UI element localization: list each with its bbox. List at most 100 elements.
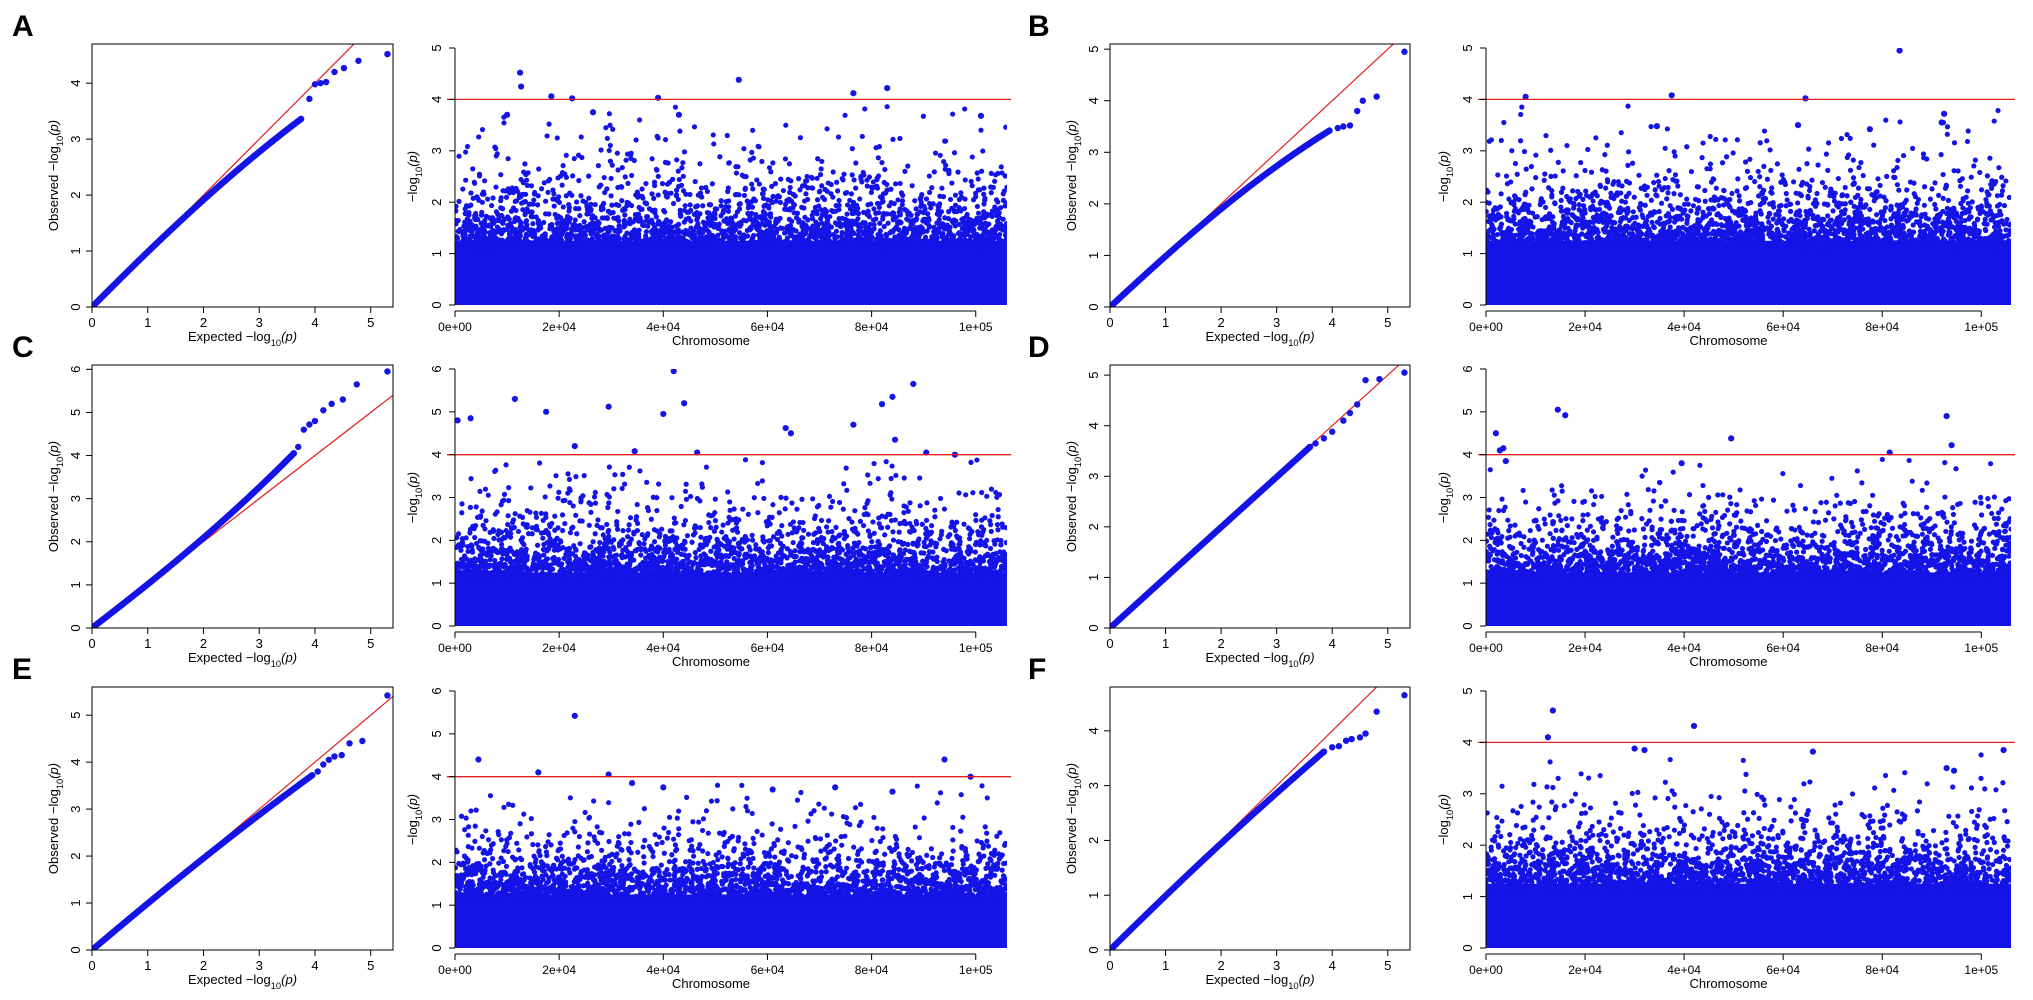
qq-x-tick-label: 4 xyxy=(311,315,318,330)
manhattan-point xyxy=(913,206,919,212)
manhattan-point xyxy=(945,231,952,238)
manhattan-top-point xyxy=(589,109,597,116)
manhattan-point xyxy=(508,221,514,227)
qq-y-tick-label: 4 xyxy=(1086,97,1101,104)
manhattan-point xyxy=(569,192,575,198)
manhattan-point xyxy=(582,232,588,238)
manhattan-point xyxy=(677,128,683,134)
manhattan-point xyxy=(1714,221,1720,227)
manhattan-point xyxy=(636,215,643,221)
manhattan-point xyxy=(691,124,698,130)
manhattan-point xyxy=(1825,213,1831,219)
manhattan-point xyxy=(554,135,560,141)
manhattan-point xyxy=(856,227,862,234)
manhattan-point xyxy=(819,235,825,242)
manhattan-point xyxy=(886,203,892,209)
manhattan-point xyxy=(1846,214,1852,221)
manhattan-point xyxy=(694,203,701,209)
manhattan-point xyxy=(598,204,604,210)
manhattan-point xyxy=(607,226,613,232)
manhattan-point xyxy=(1889,225,1895,231)
manhattan-point xyxy=(631,157,637,164)
manhattan-point xyxy=(765,203,772,209)
manhattan-point xyxy=(980,232,986,238)
qq-y-label: Observed −log10(p) xyxy=(46,120,65,231)
manhattan-point xyxy=(820,226,826,232)
qq-point xyxy=(311,81,319,88)
manhattan-point xyxy=(1999,174,2005,180)
manhattan-point xyxy=(931,229,937,235)
manhattan-dense-band xyxy=(455,240,1007,305)
manhattan-point xyxy=(1810,212,1816,218)
manhattan-point xyxy=(609,202,615,208)
manhattan-point xyxy=(874,177,880,183)
manhattan-point xyxy=(685,231,691,237)
manhattan-point xyxy=(1848,199,1854,205)
manhattan-x-label: Chromosome xyxy=(672,333,750,348)
manhattan-point xyxy=(1825,167,1831,173)
manhattan-point xyxy=(605,208,612,214)
manhattan-point xyxy=(787,206,793,212)
manhattan-point xyxy=(1900,224,1907,231)
manhattan-point xyxy=(610,241,616,248)
manhattan-point xyxy=(1877,182,1883,189)
manhattan-point xyxy=(942,138,948,144)
manhattan-point xyxy=(834,179,840,185)
manhattan-point xyxy=(805,217,811,223)
manhattan-point xyxy=(885,220,891,226)
manhattan-point xyxy=(966,228,972,234)
manhattan-point xyxy=(1929,186,1935,192)
manhattan-point xyxy=(1855,205,1861,211)
manhattan-point xyxy=(565,232,571,238)
manhattan-point xyxy=(923,196,930,202)
manhattan-point xyxy=(1650,223,1657,230)
manhattan-point xyxy=(571,155,577,162)
qq-point xyxy=(340,64,348,72)
manhattan-point xyxy=(1526,202,1532,208)
manhattan-point xyxy=(500,188,506,194)
manhattan-point xyxy=(803,191,809,197)
manhattan-point xyxy=(692,232,698,238)
manhattan-point xyxy=(559,242,565,248)
manhattan-point xyxy=(601,174,607,181)
manhattan-point xyxy=(479,126,486,133)
manhattan-point xyxy=(1923,215,1929,221)
manhattan-point xyxy=(489,215,495,222)
manhattan-point xyxy=(678,212,684,219)
manhattan-point xyxy=(772,181,779,187)
manhattan-point xyxy=(1003,244,1007,250)
manhattan-point xyxy=(818,242,824,248)
manhattan-point xyxy=(668,224,674,230)
manhattan-point xyxy=(753,211,759,218)
manhattan-point xyxy=(749,149,755,155)
manhattan-point xyxy=(974,215,980,221)
manhattan-point xyxy=(1588,169,1595,175)
manhattan-point xyxy=(985,229,992,235)
manhattan-point xyxy=(853,160,859,166)
manhattan-point xyxy=(627,216,633,222)
manhattan-point xyxy=(1730,150,1736,156)
manhattan-point xyxy=(909,183,915,189)
manhattan-point xyxy=(462,232,468,238)
manhattan-point xyxy=(552,234,558,240)
manhattan-point xyxy=(455,244,460,250)
manhattan-point xyxy=(873,210,879,216)
manhattan-point xyxy=(1523,166,1529,172)
manhattan-point xyxy=(616,202,622,209)
manhattan-point xyxy=(668,237,674,243)
manhattan-point xyxy=(1630,209,1636,215)
manhattan-top-point xyxy=(516,69,524,76)
manhattan-point xyxy=(670,200,677,207)
manhattan-x-tick-label: 0e+00 xyxy=(438,320,472,334)
manhattan-point xyxy=(1585,146,1591,153)
manhattan-point xyxy=(908,234,914,241)
manhattan-point xyxy=(661,207,667,214)
manhattan-point xyxy=(990,231,996,237)
manhattan-point xyxy=(1736,193,1742,199)
manhattan-point xyxy=(750,232,757,239)
manhattan-point xyxy=(845,244,851,250)
manhattan-point xyxy=(652,210,658,216)
manhattan-point xyxy=(747,213,753,219)
manhattan-point xyxy=(664,217,670,223)
manhattan-point xyxy=(855,216,861,222)
